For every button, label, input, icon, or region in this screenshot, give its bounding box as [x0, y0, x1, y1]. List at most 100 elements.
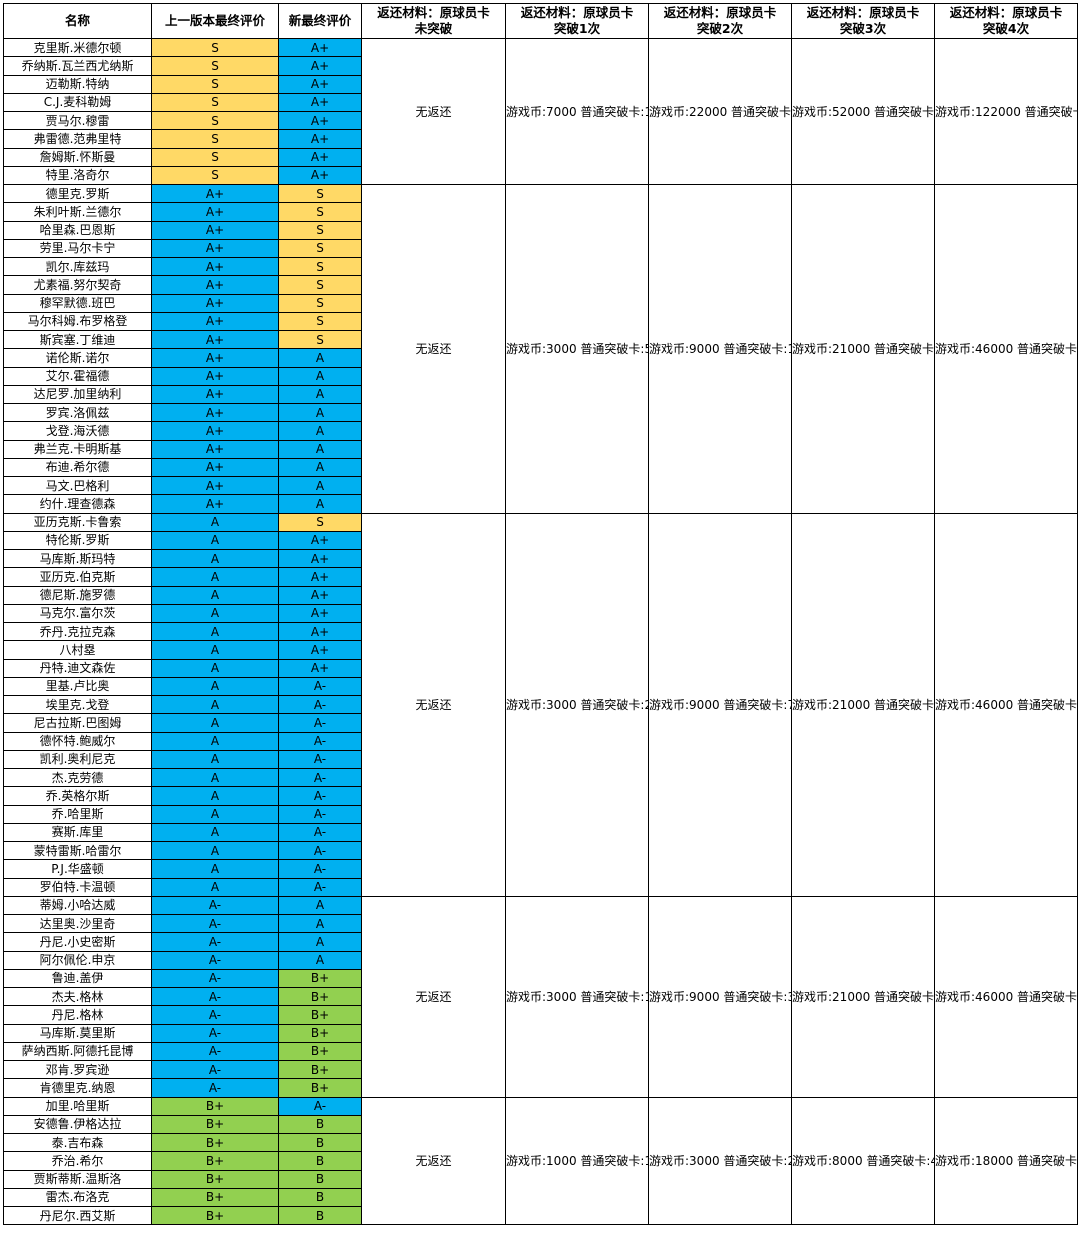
player-name-cell[interactable]: 斯宾塞.丁维迪	[3, 329, 152, 350]
previous-rating-cell[interactable]: A+	[151, 384, 279, 405]
previous-rating-cell[interactable]: S	[151, 74, 279, 94]
new-rating-cell[interactable]: A+	[278, 129, 362, 149]
new-rating-cell[interactable]: A	[278, 402, 362, 423]
new-rating-cell[interactable]: A-	[278, 731, 362, 751]
player-name-cell[interactable]: 罗伯特.卡温顿	[3, 877, 152, 897]
new-rating-cell[interactable]: A-	[278, 877, 362, 897]
previous-rating-cell[interactable]: A	[151, 621, 279, 642]
new-rating-cell[interactable]: A+	[278, 147, 362, 167]
return-break-1-cell[interactable]: 游戏币:7000 普通突破卡:100	[505, 38, 649, 185]
previous-rating-cell[interactable]: B+	[151, 1114, 279, 1135]
player-name-cell[interactable]: 特伦斯.罗斯	[3, 530, 152, 551]
player-name-cell[interactable]: 哈里森.巴恩斯	[3, 220, 152, 240]
previous-rating-cell[interactable]: B+	[151, 1151, 279, 1171]
new-rating-cell[interactable]: S	[278, 256, 362, 277]
player-name-cell[interactable]: 艾尔.霍福德	[3, 366, 152, 386]
previous-rating-cell[interactable]: S	[151, 129, 279, 149]
new-rating-cell[interactable]: A	[278, 895, 362, 916]
player-name-cell[interactable]: 安德鲁.伊格达拉	[3, 1114, 152, 1135]
player-name-cell[interactable]: 丹尼.小史密斯	[3, 932, 152, 952]
player-name-cell[interactable]: 贾斯蒂斯.温斯洛	[3, 1169, 152, 1189]
new-rating-cell[interactable]: A-	[278, 713, 362, 733]
new-rating-cell[interactable]: A	[278, 932, 362, 952]
new-rating-cell[interactable]: A	[278, 475, 362, 496]
previous-rating-cell[interactable]: A	[151, 767, 279, 788]
new-rating-cell[interactable]: S	[278, 183, 362, 204]
player-name-cell[interactable]: 特里.洛奇尔	[3, 165, 152, 186]
new-rating-cell[interactable]: A+	[278, 37, 362, 58]
previous-rating-cell[interactable]: A-	[151, 986, 279, 1007]
previous-rating-cell[interactable]: S	[151, 92, 279, 113]
player-name-cell[interactable]: 马库斯.莫里斯	[3, 1023, 152, 1043]
player-name-cell[interactable]: 德怀特.鲍威尔	[3, 731, 152, 751]
previous-rating-cell[interactable]: A	[151, 567, 279, 587]
new-rating-cell[interactable]: S	[278, 311, 362, 332]
player-name-cell[interactable]: 朱利叶斯.兰德尔	[3, 202, 152, 222]
new-rating-cell[interactable]: S	[278, 512, 362, 532]
previous-rating-cell[interactable]: A+	[151, 311, 279, 332]
previous-rating-cell[interactable]: A	[151, 530, 279, 551]
previous-rating-cell[interactable]: A	[151, 859, 279, 879]
player-name-cell[interactable]: 邓肯.罗宾逊	[3, 1059, 152, 1080]
previous-rating-cell[interactable]: B+	[151, 1132, 279, 1153]
new-rating-cell[interactable]: B+	[278, 1023, 362, 1043]
new-rating-cell[interactable]: A-	[278, 676, 362, 697]
new-rating-cell[interactable]: B	[278, 1114, 362, 1135]
previous-rating-cell[interactable]: A	[151, 548, 279, 569]
player-name-cell[interactable]: C.J.麦科勒姆	[3, 92, 152, 113]
player-name-cell[interactable]: 戈登.海沃德	[3, 421, 152, 441]
new-rating-cell[interactable]: A+	[278, 640, 362, 660]
previous-rating-cell[interactable]: A+	[151, 494, 279, 514]
player-name-cell[interactable]: 泰.吉布森	[3, 1132, 152, 1153]
new-rating-cell[interactable]: A	[278, 913, 362, 934]
previous-rating-cell[interactable]: A+	[151, 439, 279, 459]
player-name-cell[interactable]: 德尼斯.施罗德	[3, 585, 152, 605]
new-rating-cell[interactable]: A-	[278, 1096, 362, 1116]
player-name-cell[interactable]: 赛斯.库里	[3, 822, 152, 843]
previous-rating-cell[interactable]: A-	[151, 1078, 279, 1098]
return-unbroken-cell[interactable]: 无返还	[361, 1096, 506, 1226]
new-rating-cell[interactable]: A	[278, 421, 362, 441]
new-rating-cell[interactable]: A	[278, 348, 362, 368]
previous-rating-cell[interactable]: A	[151, 676, 279, 697]
player-name-cell[interactable]: P.J.华盛顿	[3, 859, 152, 879]
previous-rating-cell[interactable]: B+	[151, 1096, 279, 1116]
previous-rating-cell[interactable]: A	[151, 512, 279, 532]
new-rating-cell[interactable]: B+	[278, 1041, 362, 1062]
previous-rating-cell[interactable]: A	[151, 603, 279, 624]
return-unbroken-cell[interactable]: 无返还	[361, 512, 506, 897]
player-name-cell[interactable]: 贾马尔.穆雷	[3, 110, 152, 131]
player-name-cell[interactable]: 蒂姆.小哈达威	[3, 895, 152, 916]
new-rating-cell[interactable]: A+	[278, 585, 362, 605]
player-name-cell[interactable]: 罗宾.洛佩兹	[3, 402, 152, 423]
player-name-cell[interactable]: 埃里克.戈登	[3, 694, 152, 715]
player-name-cell[interactable]: 雷杰.布洛克	[3, 1187, 152, 1208]
player-name-cell[interactable]: 蒙特雷斯.哈雷尔	[3, 840, 152, 861]
player-name-cell[interactable]: 劳里.马尔卡宁	[3, 238, 152, 259]
new-rating-cell[interactable]: S	[278, 202, 362, 222]
player-name-cell[interactable]: 乔.英格尔斯	[3, 786, 152, 806]
return-break-4-cell[interactable]: 游戏币:18000 普通突破卡:90	[934, 1096, 1078, 1226]
player-name-cell[interactable]: 乔治.希尔	[3, 1151, 152, 1171]
player-name-cell[interactable]: 布迪.希尔德	[3, 457, 152, 478]
previous-rating-cell[interactable]: A+	[151, 475, 279, 496]
player-name-cell[interactable]: 德里克.罗斯	[3, 183, 152, 204]
previous-rating-cell[interactable]: A+	[151, 421, 279, 441]
player-name-cell[interactable]: 乔纳斯.瓦兰西尤纳斯	[3, 56, 152, 76]
previous-rating-cell[interactable]: A	[151, 822, 279, 843]
previous-rating-cell[interactable]: A+	[151, 202, 279, 222]
player-name-cell[interactable]: 诺伦斯.诺尔	[3, 348, 152, 368]
new-rating-cell[interactable]: A-	[278, 694, 362, 715]
previous-rating-cell[interactable]: A+	[151, 402, 279, 423]
return-break-3-cell[interactable]: 游戏币:21000 普通突破卡:300 蓝色突破卡:25	[791, 184, 935, 514]
new-rating-cell[interactable]: B+	[278, 1005, 362, 1025]
player-name-cell[interactable]: 凯利.奥利尼克	[3, 749, 152, 770]
previous-rating-cell[interactable]: A	[151, 658, 279, 678]
previous-rating-cell[interactable]: B+	[151, 1169, 279, 1189]
previous-rating-cell[interactable]: A-	[151, 1005, 279, 1025]
previous-rating-cell[interactable]: A-	[151, 913, 279, 934]
new-rating-cell[interactable]: A-	[278, 859, 362, 879]
player-name-cell[interactable]: 马文.巴格利	[3, 475, 152, 496]
return-break-4-cell[interactable]: 游戏币:46000 普通突破卡:260 蓝色突破卡:55	[934, 512, 1078, 897]
player-name-cell[interactable]: 丹尼尔.西艾斯	[3, 1205, 152, 1226]
